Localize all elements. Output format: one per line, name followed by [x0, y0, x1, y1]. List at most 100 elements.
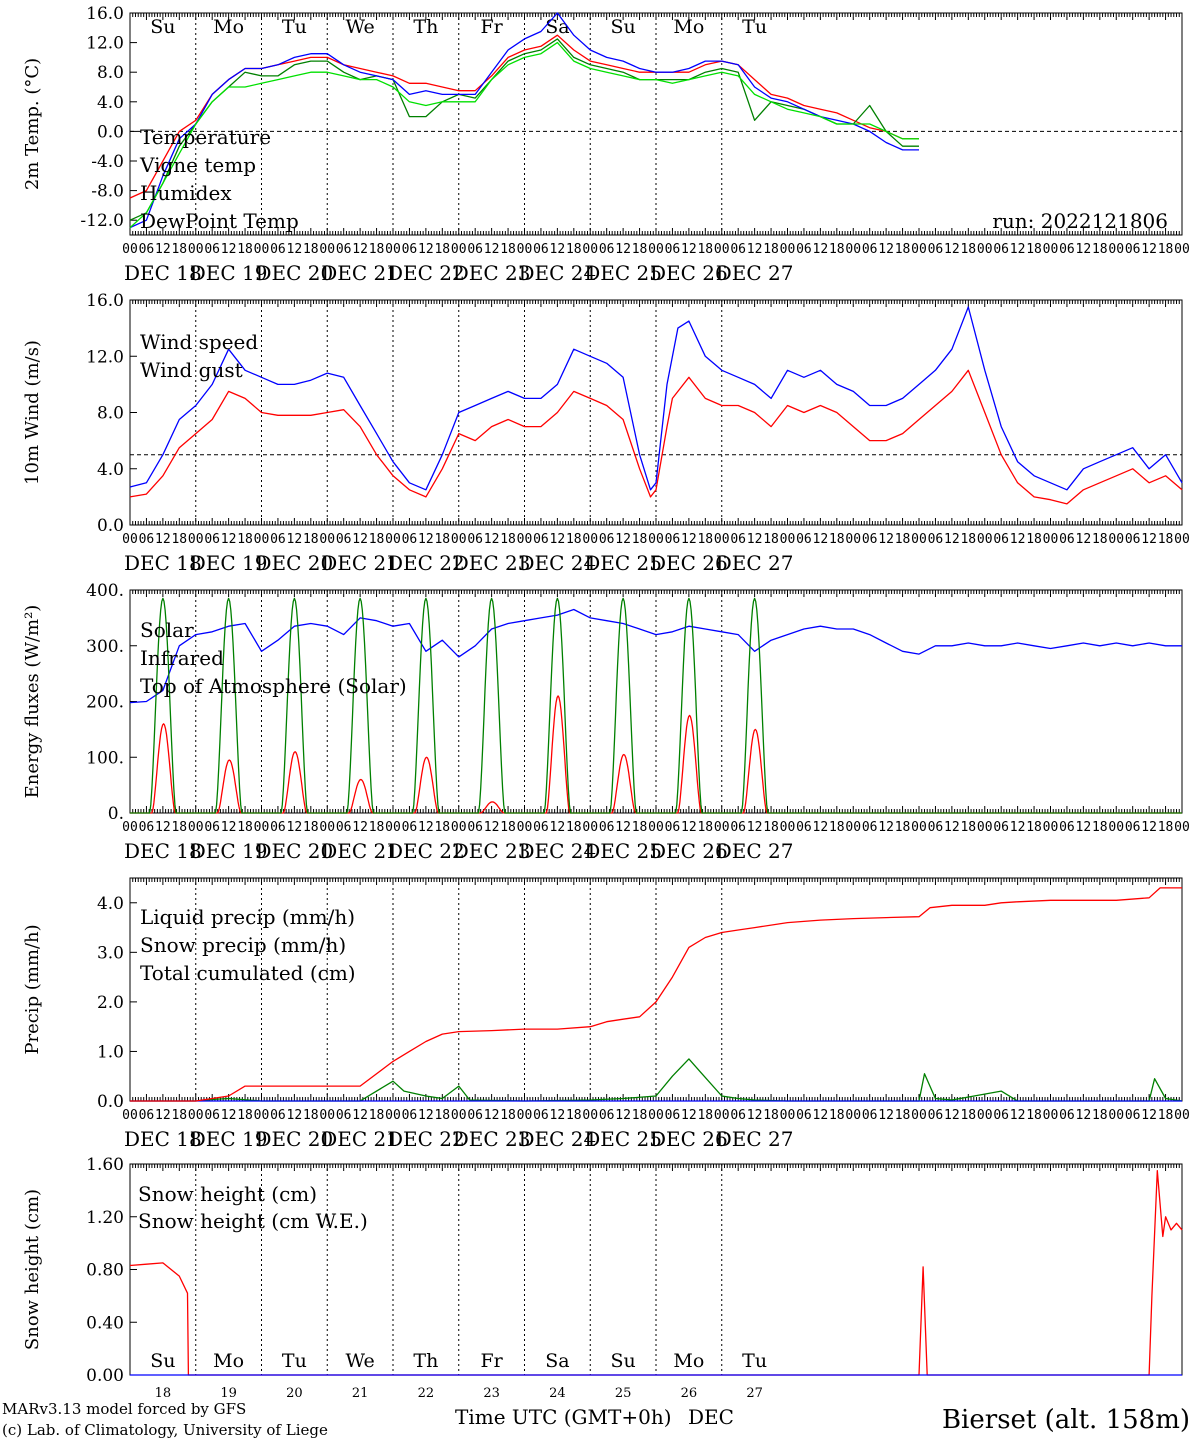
x-date-label: DEC 25: [584, 551, 662, 575]
y-tick-label: 200.: [86, 693, 124, 713]
x-hour-label: 12: [221, 242, 237, 257]
x-hour-label: 06: [862, 242, 878, 257]
x-hour-label: 06: [402, 532, 418, 547]
x-hour-label: 06: [467, 1108, 483, 1123]
x-hour-label: 12: [1141, 242, 1157, 257]
x-hour-label: 06: [599, 820, 615, 835]
day-name-label: Mo: [673, 16, 704, 38]
x-hour-label: 06: [993, 532, 1009, 547]
series-wind-gust: [129, 306, 1183, 491]
y-axis-label: 2m Temp. (°C): [22, 58, 43, 190]
day-number-label: 23: [483, 1386, 500, 1401]
x-hour-label: 18: [434, 532, 450, 547]
x-date-label: DEC 23: [453, 839, 531, 863]
x-hour-label: 06: [467, 532, 483, 547]
x-hour-label: 18: [632, 1108, 648, 1123]
x-date-label: DEC 19: [190, 839, 268, 863]
legend-wind-gust: Wind gust: [140, 358, 243, 382]
x-hour-label: 06: [533, 532, 549, 547]
y-tick-label: 1.0: [97, 1042, 124, 1062]
x-hour-label: 00: [582, 820, 598, 835]
day-name-label: Tu: [282, 1350, 307, 1372]
day-name-label: Su: [150, 1350, 175, 1372]
day-number-label: 27: [746, 1386, 763, 1401]
x-hour-label: 18: [566, 242, 582, 257]
day-number-label: 21: [352, 1386, 369, 1401]
x-hour-label: 18: [697, 532, 713, 547]
series-humidex: [129, 12, 919, 229]
y-axis-label: 10m Wind (m/s): [22, 340, 43, 485]
x-hour-label: 06: [270, 820, 286, 835]
x-hour-label: 06: [599, 242, 615, 257]
day-name-label: Tu: [742, 1350, 767, 1372]
x-hour-label: 12: [813, 820, 829, 835]
series-wind-speed: [129, 369, 1183, 505]
x-date-label: DEC 22: [387, 1127, 465, 1151]
x-hour-label: 06: [665, 1108, 681, 1123]
x-hour-label: 12: [287, 820, 303, 835]
x-hour-label: 00: [648, 532, 664, 547]
y-tick-label: 0.: [108, 804, 124, 824]
day-number-label: 24: [549, 1386, 566, 1401]
x-hour-label: 06: [1059, 242, 1075, 257]
x-hour-label: 06: [204, 242, 220, 257]
x-hour-label: 12: [418, 532, 434, 547]
x-hour-label: 06: [139, 1108, 155, 1123]
x-hour-label: 12: [878, 820, 894, 835]
x-hour-label: 18: [1092, 1108, 1108, 1123]
x-hour-label: 12: [1010, 532, 1026, 547]
x-date-label: DEC 20: [256, 839, 334, 863]
x-hour-label: 18: [1092, 820, 1108, 835]
x-hour-label: 18: [237, 532, 253, 547]
x-hour-label: 12: [681, 820, 697, 835]
day-name-label: Tu: [742, 16, 767, 38]
x-hour-label: 00: [714, 820, 730, 835]
x-hour-label: 12: [813, 532, 829, 547]
series-vigne-temp: [129, 38, 919, 221]
x-hour-label: 06: [993, 820, 1009, 835]
x-hour-label: 06: [730, 532, 746, 547]
x-date-label: DEC 21: [321, 261, 399, 285]
x-hour-label: 18: [566, 820, 582, 835]
panel-5: 1.60 1.20 0.80 0.40 0.00 Snow height (cm) Su Mo…: [22, 1155, 1183, 1401]
x-hour-label: 00: [319, 532, 335, 547]
x-hour-label: 06: [796, 242, 812, 257]
legend-toa-solar: Top of Atmosphere (Solar): [140, 674, 407, 698]
day-name-label: Th: [413, 1350, 438, 1372]
x-axis-month-label: DEC: [688, 1405, 734, 1429]
x-date-label: DEC 27: [716, 551, 794, 575]
x-hour-label: 18: [171, 1108, 187, 1123]
x-hour-label: 12: [813, 242, 829, 257]
x-hour-label: 00: [385, 242, 401, 257]
x-hour-label: 18: [303, 242, 319, 257]
x-hour-label: 00: [1174, 242, 1190, 257]
x-hour-label: 06: [402, 1108, 418, 1123]
x-hour-label: 00: [254, 532, 270, 547]
x-hour-label: 06: [730, 1108, 746, 1123]
x-date-label: DEC 23: [453, 1127, 531, 1151]
x-hour-label: 06: [862, 820, 878, 835]
x-hour-label: 12: [352, 820, 368, 835]
series-top-of-atmosphere-solar: [130, 597, 1182, 814]
x-date-label: DEC 19: [190, 261, 268, 285]
x-hour-label: 00: [122, 820, 138, 835]
x-hour-label: 00: [1043, 242, 1059, 257]
x-hour-label: 00: [845, 1108, 861, 1123]
x-hour-label: 06: [993, 1108, 1009, 1123]
x-date-label: DEC 20: [256, 261, 334, 285]
x-hour-label: 18: [500, 1108, 516, 1123]
x-hour-label: 06: [665, 820, 681, 835]
x-date-label: DEC 21: [321, 1127, 399, 1151]
y-tick-label: 12.0: [86, 347, 124, 367]
x-date-label: DEC 27: [716, 839, 794, 863]
x-hour-label: 18: [1092, 532, 1108, 547]
x-hour-label: 00: [1174, 532, 1190, 547]
series-infrared: [129, 608, 1182, 704]
x-hour-label: 12: [944, 1108, 960, 1123]
x-hour-label: 00: [188, 532, 204, 547]
x-hour-label: 06: [204, 820, 220, 835]
x-hour-label: 00: [254, 820, 270, 835]
legend-snow-precip: Snow precip (mm/h): [140, 933, 346, 957]
